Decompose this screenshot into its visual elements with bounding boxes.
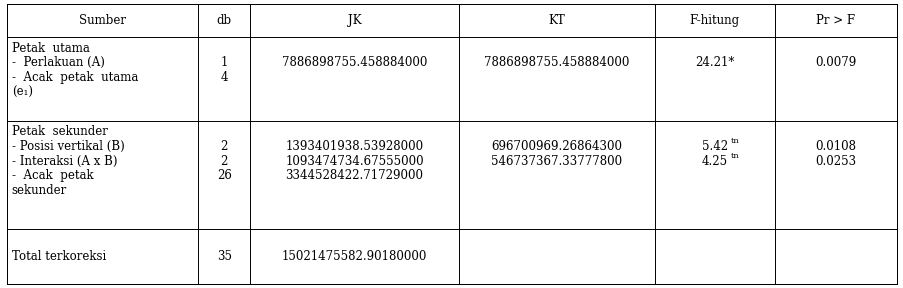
Text: db: db <box>217 14 231 27</box>
Text: 35: 35 <box>217 250 231 263</box>
Text: 2: 2 <box>220 140 228 153</box>
Text: 0.0108: 0.0108 <box>815 140 855 153</box>
Text: tn: tn <box>731 152 739 160</box>
Text: 3344528422.71729000: 3344528422.71729000 <box>285 169 424 183</box>
Text: sekunder: sekunder <box>12 184 67 197</box>
Text: 1393401938.53928000: 1393401938.53928000 <box>285 140 424 153</box>
Text: F-hitung: F-hitung <box>689 14 739 27</box>
Text: Pr > F: Pr > F <box>815 14 854 27</box>
Text: 1093474734.67555000: 1093474734.67555000 <box>285 155 424 168</box>
Text: Petak  sekunder: Petak sekunder <box>12 125 107 139</box>
Text: 26: 26 <box>217 169 231 183</box>
Text: Petak  utama: Petak utama <box>12 41 89 55</box>
Text: 0.0253: 0.0253 <box>815 155 855 168</box>
Text: 546737367.33777800: 546737367.33777800 <box>491 155 622 168</box>
Text: 7886898755.458884000: 7886898755.458884000 <box>484 56 629 69</box>
Text: Total terkoreksi: Total terkoreksi <box>12 250 106 263</box>
Text: 24.21*: 24.21* <box>694 56 734 69</box>
Text: -  Acak  petak  utama: - Acak petak utama <box>12 71 138 84</box>
Text: JK: JK <box>348 14 361 27</box>
Text: (e₁): (e₁) <box>12 86 33 99</box>
Text: -  Acak  petak: - Acak petak <box>12 169 93 183</box>
Text: 4.25: 4.25 <box>701 155 727 168</box>
Text: 0.0079: 0.0079 <box>815 56 855 69</box>
Text: 4: 4 <box>220 71 228 84</box>
Text: - Interaksi (A x B): - Interaksi (A x B) <box>12 155 117 168</box>
Text: 1: 1 <box>220 56 228 69</box>
Text: - Posisi vertikal (B): - Posisi vertikal (B) <box>12 140 125 153</box>
Text: KT: KT <box>548 14 564 27</box>
Text: Sumber: Sumber <box>79 14 126 27</box>
Text: 7886898755.458884000: 7886898755.458884000 <box>282 56 427 69</box>
Text: 5.42: 5.42 <box>701 140 727 153</box>
Text: -  Perlakuan (A): - Perlakuan (A) <box>12 56 105 69</box>
Text: tn: tn <box>731 137 739 145</box>
Text: 2: 2 <box>220 155 228 168</box>
Text: 15021475582.90180000: 15021475582.90180000 <box>282 250 427 263</box>
Text: 696700969.26864300: 696700969.26864300 <box>491 140 622 153</box>
